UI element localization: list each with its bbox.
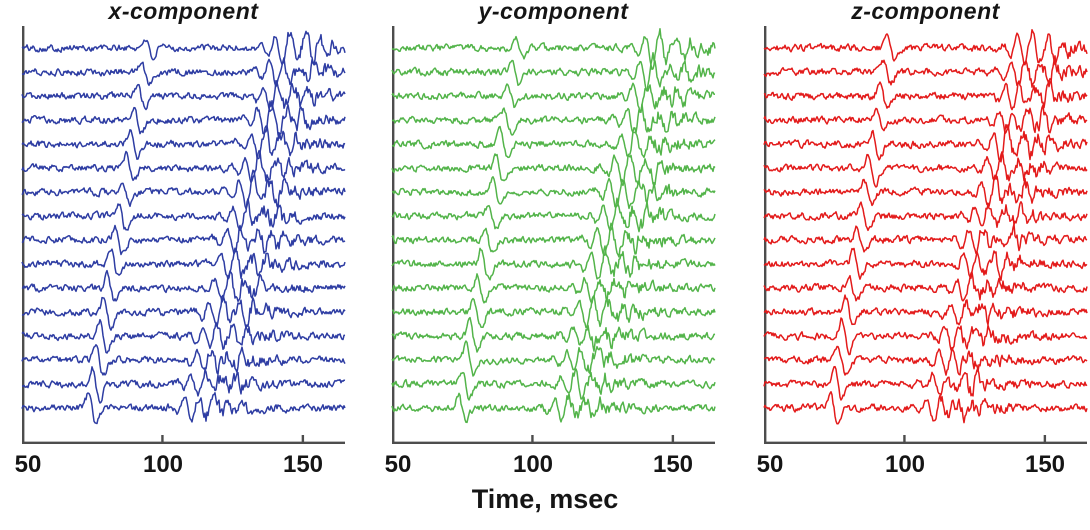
seismic-trace xyxy=(21,79,346,113)
seismic-trace xyxy=(763,365,1088,401)
seismic-trace xyxy=(391,82,716,113)
panel-title-y-component: y-component xyxy=(478,0,629,24)
seismic-trace xyxy=(763,123,1088,163)
seismic-trace xyxy=(763,29,1088,66)
seismic-trace xyxy=(21,125,346,160)
x-axis-label: Time, msec xyxy=(471,484,619,514)
seismic-trace xyxy=(391,103,716,136)
seismic-trace xyxy=(21,344,346,376)
seismic-trace xyxy=(391,197,716,233)
seismic-trace xyxy=(21,57,346,88)
seismic-trace xyxy=(21,269,346,303)
seismic-trace xyxy=(763,223,1088,255)
seismic-trace xyxy=(391,51,716,92)
tick-label: 100 xyxy=(142,451,184,478)
z-component-trace-plot xyxy=(763,26,1088,444)
seismic-trace xyxy=(763,247,1088,282)
seismic-trace xyxy=(391,125,716,159)
seismic-trace xyxy=(21,366,346,404)
seismic-trace xyxy=(391,176,716,210)
seismic-trace xyxy=(391,153,716,187)
seismic-trace xyxy=(391,316,716,353)
tick-label: 150 xyxy=(1024,451,1066,478)
tick-label: 150 xyxy=(652,451,694,478)
tick-label: 150 xyxy=(282,451,324,478)
seismic-trace xyxy=(21,30,346,66)
seismic-trace xyxy=(21,100,346,140)
panel-title-x-component: x-component xyxy=(108,0,259,24)
tick-label: 50 xyxy=(14,451,42,478)
seismic-trace xyxy=(21,224,346,256)
seismic-trace xyxy=(391,222,716,258)
seismic-trace xyxy=(763,174,1088,207)
seismic-trace xyxy=(391,28,716,71)
tick-label: 100 xyxy=(512,451,554,478)
seismic-trace xyxy=(21,150,346,184)
x-component-trace-plot xyxy=(21,26,346,444)
seismic-trace xyxy=(763,317,1088,356)
seismic-trace xyxy=(391,273,716,304)
panel-title-z-component: z-component xyxy=(851,0,1000,24)
seismic-trace xyxy=(21,392,346,425)
seismic-trace xyxy=(21,198,346,232)
tick-label: 100 xyxy=(884,451,926,478)
seismic-trace xyxy=(763,271,1088,302)
tick-label: 50 xyxy=(384,451,412,478)
seismic-trace xyxy=(21,318,346,354)
seismic-trace xyxy=(391,368,716,401)
seismic-trace xyxy=(21,294,346,331)
seismic-trace xyxy=(763,201,1088,232)
seismic-trace xyxy=(763,294,1088,326)
seismic-trace xyxy=(391,340,716,377)
seismic-trace xyxy=(763,77,1088,111)
seismic-trace xyxy=(391,294,716,329)
y-component-trace-plot xyxy=(391,26,716,444)
seismic-trace xyxy=(21,169,346,210)
seismic-trace xyxy=(21,247,346,280)
seismic-trace xyxy=(763,345,1088,376)
seismic-trace xyxy=(391,245,716,281)
seismic-trace xyxy=(763,391,1088,425)
seismic-trace xyxy=(391,392,716,424)
seismic-trace xyxy=(763,55,1088,88)
tick-label: 50 xyxy=(756,451,784,478)
seismic-trace xyxy=(763,104,1088,135)
seismic-trace xyxy=(763,151,1088,188)
